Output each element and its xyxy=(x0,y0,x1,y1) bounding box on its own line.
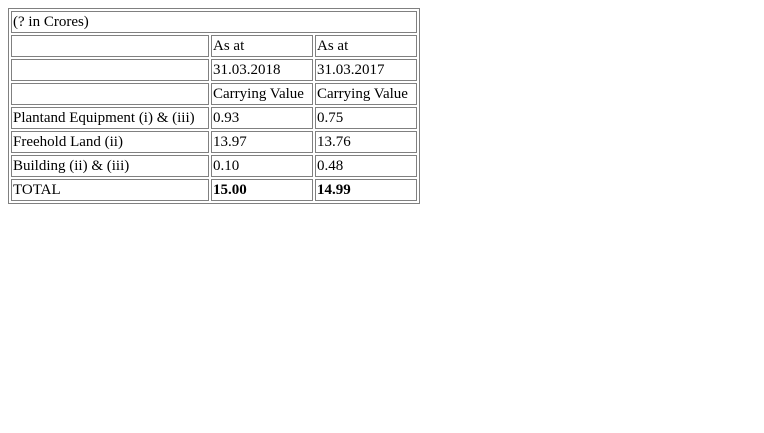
header-cell-label xyxy=(11,59,209,81)
value-2018: 0.10 xyxy=(211,155,313,177)
header-row: 31.03.2018 31.03.2017 xyxy=(11,59,417,81)
header-row: As at As at xyxy=(11,35,417,57)
value-2018: 0.93 xyxy=(211,107,313,129)
header-row: Carrying Value Carrying Value xyxy=(11,83,417,105)
header-cell-2018: As at xyxy=(211,35,313,57)
row-label: Building (ii) & (iii) xyxy=(11,155,209,177)
value-2017: 0.75 xyxy=(315,107,417,129)
header-cell-2018: 31.03.2018 xyxy=(211,59,313,81)
document-body: (? in Crores) As at As at 31.03.2018 31.… xyxy=(8,8,420,204)
header-cell-label xyxy=(11,83,209,105)
value-2018: 13.97 xyxy=(211,131,313,153)
header-cell-2018: Carrying Value xyxy=(211,83,313,105)
currency-caption: (? in Crores) xyxy=(11,11,417,33)
table-row: Freehold Land (ii) 13.97 13.76 xyxy=(11,131,417,153)
row-label: Plantand Equipment (i) & (iii) xyxy=(11,107,209,129)
value-2017: 13.76 xyxy=(315,131,417,153)
header-cell-2017: 31.03.2017 xyxy=(315,59,417,81)
table-row: Building (ii) & (iii) 0.10 0.48 xyxy=(11,155,417,177)
total-value-2018: 15.00 xyxy=(211,179,313,201)
value-2017: 0.48 xyxy=(315,155,417,177)
table-row: Plantand Equipment (i) & (iii) 0.93 0.75 xyxy=(11,107,417,129)
header-cell-label xyxy=(11,35,209,57)
header-cell-2017: As at xyxy=(315,35,417,57)
header-cell-2017: Carrying Value xyxy=(315,83,417,105)
caption-row: (? in Crores) xyxy=(11,11,417,33)
carrying-value-table: (? in Crores) As at As at 31.03.2018 31.… xyxy=(8,8,420,204)
total-label: TOTAL xyxy=(11,179,209,201)
row-label: Freehold Land (ii) xyxy=(11,131,209,153)
total-row: TOTAL 15.00 14.99 xyxy=(11,179,417,201)
total-value-2017: 14.99 xyxy=(315,179,417,201)
